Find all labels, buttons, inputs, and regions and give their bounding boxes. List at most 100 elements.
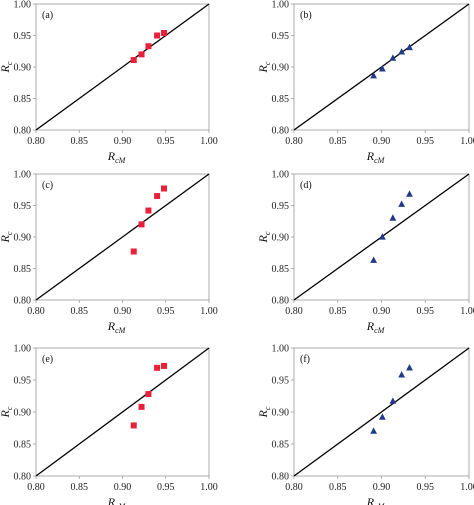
- y-axis-label-subscript: c: [5, 61, 14, 65]
- chart-panel-1: 0.80 0.85 0.90 0.95 1.00 0.80 0.85 0.90 0.95 1.00…: [0, 0, 218, 165]
- data-point-square: [138, 403, 145, 410]
- x-axis-label: RcM: [107, 319, 127, 335]
- data-point-square: [138, 51, 145, 58]
- panel-label: (f): [300, 354, 310, 365]
- y-axis-label: Rc: [0, 406, 14, 418]
- data-point-square: [161, 29, 168, 36]
- x-axis-label-subscript: cM: [374, 156, 386, 165]
- x-tick-label: 0.80: [285, 482, 303, 493]
- x-axis-label-main: R: [107, 495, 116, 505]
- x-tick-label: 0.90: [373, 306, 391, 317]
- data-point-triangle: [406, 364, 413, 371]
- y-tick-label: 1.00: [14, 0, 32, 11]
- y-tick-label: 0.90: [14, 233, 32, 244]
- data-point-square: [154, 364, 161, 371]
- y-tick-label: 0.85: [272, 264, 290, 275]
- y-tick-label: 0.85: [272, 440, 290, 451]
- y-tick-label: 0.80: [272, 296, 290, 307]
- x-tick-label: 0.90: [114, 482, 132, 493]
- data-point-square: [130, 57, 137, 64]
- y-tick-label: 0.90: [14, 408, 32, 419]
- x-tick-label: 0.85: [329, 482, 347, 493]
- y-tick-label: 0.90: [272, 408, 290, 419]
- x-tick-label: 0.90: [373, 482, 391, 493]
- data-point-square: [145, 43, 152, 50]
- data-point-triangle: [378, 233, 386, 240]
- x-axis-label-subscript: cM: [374, 326, 386, 335]
- data-point-triangle: [389, 214, 397, 221]
- y-axis-label-main: R: [0, 409, 12, 418]
- x-tick-label: 0.95: [157, 306, 175, 317]
- y-axis-label-main: R: [256, 409, 270, 418]
- y-tick-label: 0.95: [14, 31, 32, 42]
- data-point-square: [145, 391, 152, 398]
- x-tick-label: 0.85: [71, 482, 89, 493]
- x-axis-label-subscript: cM: [115, 502, 127, 505]
- data-point-square: [138, 221, 145, 228]
- x-tick-label: 0.85: [71, 136, 89, 147]
- y-axis-label-subscript: c: [263, 61, 272, 65]
- x-tick-label: 0.85: [329, 306, 347, 317]
- x-tick-label: 0.85: [71, 306, 89, 317]
- x-tick-label: 0.85: [329, 136, 347, 147]
- y-axis-label-main: R: [256, 234, 270, 243]
- y-tick-label: 0.95: [272, 376, 290, 387]
- x-axis-label-subscript: cM: [115, 326, 127, 335]
- y-tick-label: 0.80: [14, 472, 32, 483]
- x-tick-label: 1.00: [200, 482, 218, 493]
- x-tick-label: 1.00: [460, 482, 474, 493]
- x-axis-label: RcM: [107, 495, 127, 505]
- y-axis-label-main: R: [0, 234, 12, 243]
- x-tick-label: 0.90: [114, 136, 132, 147]
- x-axis-label-subscript: cM: [374, 502, 386, 505]
- chart-panel-5: 0.80 0.85 0.90 0.95 1.00 0.80 0.85 0.90 0.95 1.00…: [0, 344, 218, 505]
- data-point-triangle: [378, 65, 386, 72]
- y-axis-label: Rc: [0, 61, 14, 73]
- x-axis-label: RcM: [366, 319, 386, 335]
- x-axis-label-main: R: [366, 319, 375, 333]
- data-point-square: [130, 248, 137, 255]
- y-tick-label: 0.85: [272, 94, 290, 105]
- data-point-triangle: [370, 256, 378, 263]
- x-tick-label: 0.80: [285, 306, 303, 317]
- x-tick-label: 0.80: [285, 136, 303, 147]
- y-axis-label: Rc: [256, 406, 272, 418]
- x-axis-label-main: R: [107, 319, 116, 333]
- chart-panel-3: 0.80 0.85 0.90 0.95 1.00 0.80 0.85 0.90 0.95 1.00…: [0, 170, 218, 336]
- data-point-square: [154, 32, 161, 39]
- data-point-triangle: [370, 427, 378, 434]
- y-tick-label: 1.00: [14, 344, 32, 355]
- chart-panel-2: 0.80 0.85 0.90 0.95 1.00 0.80 0.85 0.90 0.95 1.00…: [256, 0, 474, 165]
- x-axis-label: RcM: [107, 149, 127, 165]
- x-tick-label: 1.00: [460, 136, 474, 147]
- reference-line: [35, 3, 210, 131]
- reference-line: [293, 347, 470, 477]
- data-point-square: [154, 193, 161, 200]
- chart-panel-6: 0.80 0.85 0.90 0.95 1.00 0.80 0.85 0.90 0.95 1.00…: [256, 344, 474, 505]
- data-point-square: [161, 185, 168, 192]
- x-tick-label: 0.80: [27, 306, 45, 317]
- x-tick-label: 0.90: [373, 136, 391, 147]
- data-point-triangle: [406, 190, 413, 197]
- y-tick-label: 0.90: [14, 63, 32, 74]
- x-tick-label: 0.95: [157, 482, 175, 493]
- y-axis-label-main: R: [256, 64, 270, 73]
- x-tick-label: 0.80: [27, 482, 45, 493]
- y-tick-label: 1.00: [14, 170, 32, 181]
- y-axis-label-subscript: c: [5, 231, 14, 235]
- y-axis-label: Rc: [0, 231, 14, 243]
- x-tick-label: 0.95: [417, 306, 435, 317]
- data-point-triangle: [398, 371, 406, 378]
- panel-label: (a): [42, 10, 53, 21]
- data-point-triangle: [378, 413, 386, 420]
- data-point-triangle: [398, 200, 406, 207]
- data-point-square: [161, 362, 168, 369]
- y-tick-label: 0.90: [272, 233, 290, 244]
- x-axis-label-main: R: [107, 149, 116, 163]
- y-axis-label: Rc: [256, 231, 272, 243]
- x-tick-label: 0.95: [417, 136, 435, 147]
- chart-panel-4: 0.80 0.85 0.90 0.95 1.00 0.80 0.85 0.90 0.95 1.00…: [256, 170, 474, 336]
- panel-label: (e): [42, 354, 53, 365]
- x-tick-label: 0.95: [157, 136, 175, 147]
